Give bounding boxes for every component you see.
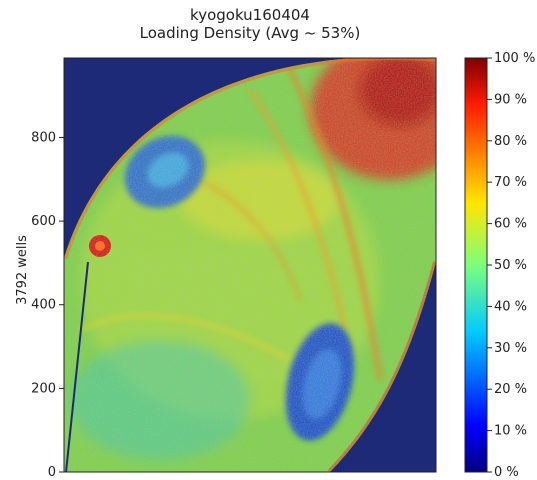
y-axis: 0 200 400 600 800	[31, 130, 64, 480]
y-axis-label: 3792 wells	[15, 235, 30, 305]
colorbar-tick-label: 0 %	[494, 465, 519, 480]
y-tick-label: 0	[48, 465, 56, 480]
y-tick-label: 200	[31, 381, 56, 396]
colorbar-tick-label: 10 %	[494, 424, 527, 439]
y-tick-label: 800	[31, 130, 56, 145]
colorbar	[464, 57, 488, 473]
colorbar-tick-label: 40 %	[494, 299, 527, 314]
colorbar-ticks: 100 % 90 % 80 % 70 % 60 % 50 % 40 % 30 % 20 % 10 …	[487, 51, 535, 480]
colorbar-tick-label: 100 %	[494, 51, 535, 66]
colorbar-tick-label: 80 %	[494, 134, 527, 149]
colorbar-tick-label: 70 %	[494, 175, 527, 190]
plot-area	[64, 58, 436, 472]
colorbar-tick-label: 50 %	[494, 258, 527, 273]
y-tick-label: 400	[31, 298, 56, 313]
colorbar-tick-label: 30 %	[494, 341, 527, 356]
colorbar-tick-label: 60 %	[494, 217, 527, 232]
chart-subtitle: Loading Density (Avg ~ 53%)	[140, 24, 361, 42]
colorbar-tick-label: 20 %	[494, 382, 527, 397]
y-tick-label: 600	[31, 214, 56, 229]
plot-frame	[63, 57, 437, 473]
chart-title: kyogoku160404	[190, 6, 310, 24]
colorbar-tick-label: 90 %	[494, 92, 527, 107]
